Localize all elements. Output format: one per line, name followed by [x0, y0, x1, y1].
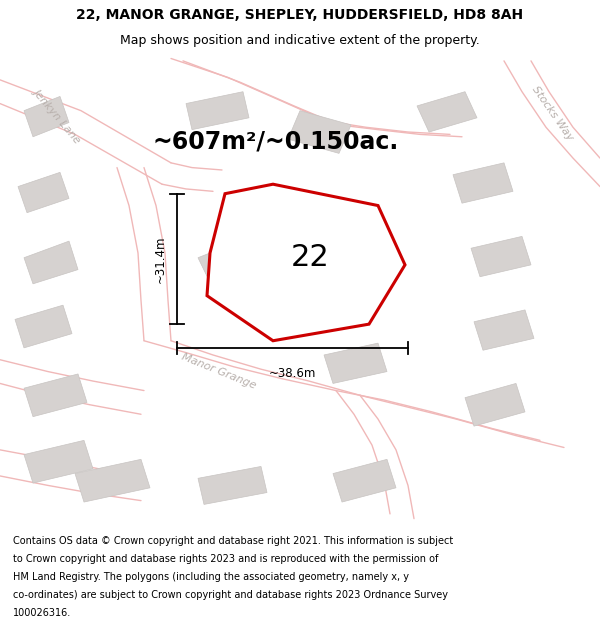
Text: 22, MANOR GRANGE, SHEPLEY, HUDDERSFIELD, HD8 8AH: 22, MANOR GRANGE, SHEPLEY, HUDDERSFIELD,…	[76, 8, 524, 22]
Polygon shape	[186, 92, 249, 129]
Text: to Crown copyright and database rights 2023 and is reproduced with the permissio: to Crown copyright and database rights 2…	[13, 554, 439, 564]
Text: ~38.6m: ~38.6m	[269, 368, 316, 381]
Polygon shape	[24, 241, 78, 284]
Polygon shape	[75, 459, 150, 502]
Polygon shape	[24, 441, 93, 483]
Polygon shape	[15, 305, 72, 348]
Polygon shape	[417, 92, 477, 132]
Text: co-ordinates) are subject to Crown copyright and database rights 2023 Ordnance S: co-ordinates) are subject to Crown copyr…	[13, 589, 448, 599]
Polygon shape	[474, 310, 534, 350]
Polygon shape	[198, 466, 267, 504]
Polygon shape	[333, 459, 396, 502]
Polygon shape	[18, 173, 69, 213]
Text: 100026316.: 100026316.	[13, 608, 71, 618]
Polygon shape	[198, 239, 261, 289]
Text: Map shows position and indicative extent of the property.: Map shows position and indicative extent…	[120, 34, 480, 47]
Text: ~31.4m: ~31.4m	[154, 235, 167, 282]
Text: ~607m²/~0.150ac.: ~607m²/~0.150ac.	[153, 129, 399, 154]
Polygon shape	[324, 343, 387, 384]
Polygon shape	[24, 374, 87, 417]
Polygon shape	[465, 384, 525, 426]
Text: 22: 22	[291, 243, 330, 272]
Polygon shape	[24, 96, 69, 137]
Polygon shape	[453, 163, 513, 203]
Text: HM Land Registry. The polygons (including the associated geometry, namely x, y: HM Land Registry. The polygons (includin…	[13, 572, 409, 582]
Text: Manor Grange: Manor Grange	[180, 352, 258, 391]
Text: Stocks Way: Stocks Way	[530, 84, 574, 142]
Text: Contains OS data © Crown copyright and database right 2021. This information is : Contains OS data © Crown copyright and d…	[13, 536, 454, 546]
Polygon shape	[288, 111, 351, 153]
Text: Jenkyn Lane: Jenkyn Lane	[31, 86, 83, 144]
Polygon shape	[471, 236, 531, 277]
Polygon shape	[207, 184, 405, 341]
